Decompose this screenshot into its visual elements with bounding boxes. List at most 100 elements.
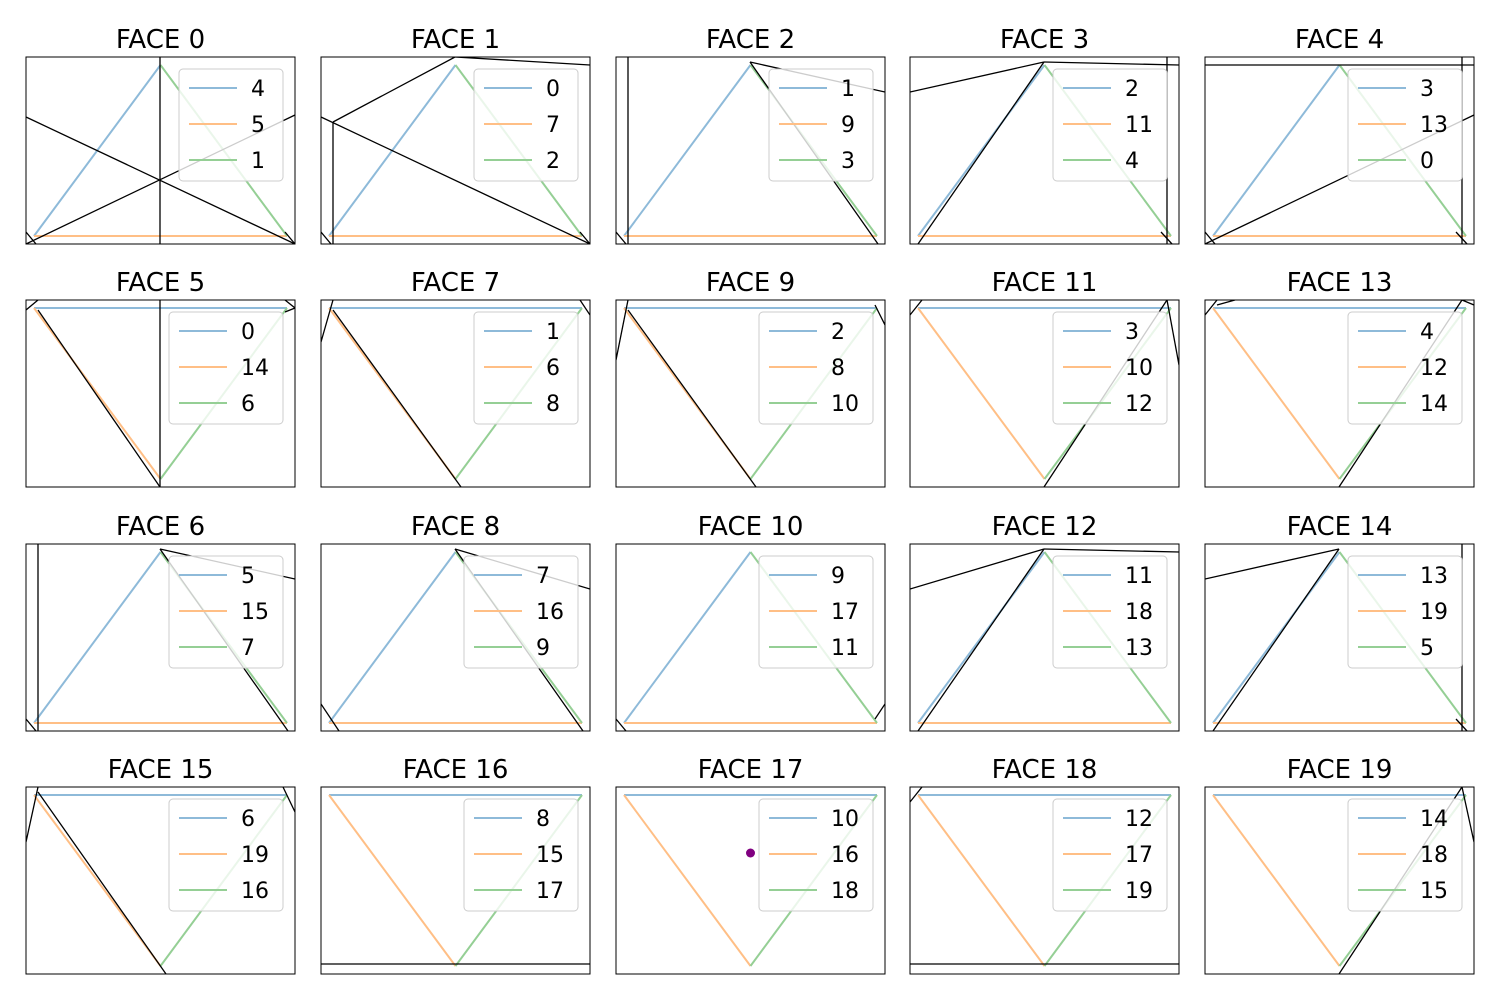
face-panel: FACE 9 2 8 10 — [615, 268, 886, 488]
edge-line — [1205, 231, 1216, 244]
legend-label: 17 — [1125, 843, 1153, 868]
panel-title: FACE 14 — [1287, 512, 1393, 542]
legend-label: 14 — [241, 356, 269, 381]
legend-label: 9 — [841, 113, 855, 138]
legend-label: 4 — [1125, 149, 1139, 174]
axes-frame — [320, 786, 591, 975]
edge-line — [1455, 718, 1468, 731]
legend: 4 12 14 — [1347, 311, 1463, 425]
legend: 13 19 5 — [1347, 555, 1463, 669]
legend-label: 13 — [1420, 113, 1448, 138]
legend: 3 13 0 — [1347, 68, 1463, 182]
edge-line — [1166, 300, 1179, 366]
edge-line — [874, 703, 885, 720]
axes-frame — [615, 56, 886, 245]
legend-label: 15 — [536, 843, 564, 868]
edge-line — [37, 791, 167, 974]
axes-frame — [615, 299, 886, 488]
edge-line — [332, 309, 462, 487]
legend-label: 18 — [1420, 843, 1448, 868]
face-panel: FACE 5 0 14 6 — [25, 268, 296, 488]
edge-line — [627, 309, 757, 487]
edge-line — [1043, 61, 1179, 66]
panel-title: FACE 3 — [1000, 25, 1089, 55]
panel-title: FACE 13 — [1287, 268, 1393, 298]
edge-line — [26, 787, 39, 843]
legend-label: 18 — [831, 879, 859, 904]
face-panel: FACE 15 6 19 16 — [25, 755, 296, 975]
panel-title: FACE 17 — [698, 755, 804, 785]
legend-label: 7 — [241, 636, 255, 661]
legend-label: 10 — [831, 807, 859, 832]
legend-label: 8 — [831, 356, 845, 381]
legend-label: 11 — [1125, 564, 1153, 589]
face-panel: FACE 3 2 11 4 — [909, 25, 1180, 245]
legend-label: 3 — [841, 149, 855, 174]
face-panel: FACE 8 7 16 9 — [320, 512, 591, 732]
series-line — [1212, 64, 1341, 237]
edge-line — [321, 116, 590, 244]
face-panel: FACE 18 12 17 19 — [909, 755, 1180, 975]
face-panel: FACE 19 14 18 15 — [1204, 755, 1475, 975]
legend-label: 9 — [536, 636, 550, 661]
edge-line — [26, 231, 37, 244]
series-line — [917, 551, 1046, 724]
panel-title: FACE 12 — [992, 512, 1098, 542]
edge-line — [1212, 548, 1340, 731]
face-panel: FACE 2 1 9 3 — [615, 25, 886, 245]
legend-label: 13 — [1420, 564, 1448, 589]
axes-frame — [1204, 299, 1475, 488]
legend-label: 14 — [1420, 807, 1448, 832]
panel-title: FACE 8 — [411, 512, 500, 542]
edge-line — [284, 231, 295, 244]
panel-title: FACE 0 — [116, 25, 205, 55]
legend-label: 5 — [251, 113, 265, 138]
legend: 11 18 13 — [1052, 555, 1168, 669]
legend: 14 18 15 — [1347, 798, 1463, 912]
legend-label: 10 — [831, 392, 859, 417]
legend: 12 17 19 — [1052, 798, 1168, 912]
edge-line — [332, 57, 456, 123]
edge-line — [454, 57, 590, 66]
legend-label: 15 — [1420, 879, 1448, 904]
axes-frame — [25, 299, 296, 488]
panel-title: FACE 6 — [116, 512, 205, 542]
legend-label: 1 — [546, 320, 560, 345]
face-panel: FACE 0 4 5 1 — [25, 25, 296, 245]
face-panel: FACE 13 4 12 14 — [1204, 268, 1475, 488]
panel-title: FACE 2 — [706, 25, 795, 55]
legend: 5 15 7 — [168, 555, 284, 669]
edge-line — [1461, 787, 1474, 843]
face-panel: FACE 16 8 15 17 — [320, 755, 591, 975]
face-panel: FACE 1 0 7 2 — [320, 25, 591, 245]
edge-line — [1216, 300, 1236, 306]
edge-line — [284, 300, 295, 309]
legend-label: 0 — [546, 77, 560, 102]
legend: 10 16 18 — [758, 798, 874, 912]
edge-line — [1461, 300, 1474, 306]
legend-label: 16 — [831, 843, 859, 868]
edge-line — [1205, 548, 1340, 580]
legend-label: 13 — [1125, 636, 1153, 661]
axes-frame — [1204, 543, 1475, 732]
panel-title: FACE 5 — [116, 268, 205, 298]
legend: 2 8 10 — [758, 311, 874, 425]
panel-title: FACE 10 — [698, 512, 804, 542]
legend-label: 6 — [241, 392, 255, 417]
edge-line — [1043, 548, 1179, 553]
legend-label: 6 — [546, 356, 560, 381]
legend-label: 12 — [1420, 356, 1448, 381]
axes-frame — [615, 786, 886, 975]
series-line — [623, 64, 752, 237]
series-line — [328, 794, 457, 967]
legend-label: 2 — [831, 320, 845, 345]
edge-line — [1455, 231, 1468, 244]
edge-line — [37, 309, 161, 487]
legend: 1 9 3 — [768, 68, 874, 182]
edge-line — [616, 231, 627, 244]
axes-frame — [1204, 786, 1475, 975]
face-panel: FACE 4 3 13 0 — [1204, 25, 1475, 245]
legend: 3 10 12 — [1052, 311, 1168, 425]
legend-label: 19 — [1420, 600, 1448, 625]
